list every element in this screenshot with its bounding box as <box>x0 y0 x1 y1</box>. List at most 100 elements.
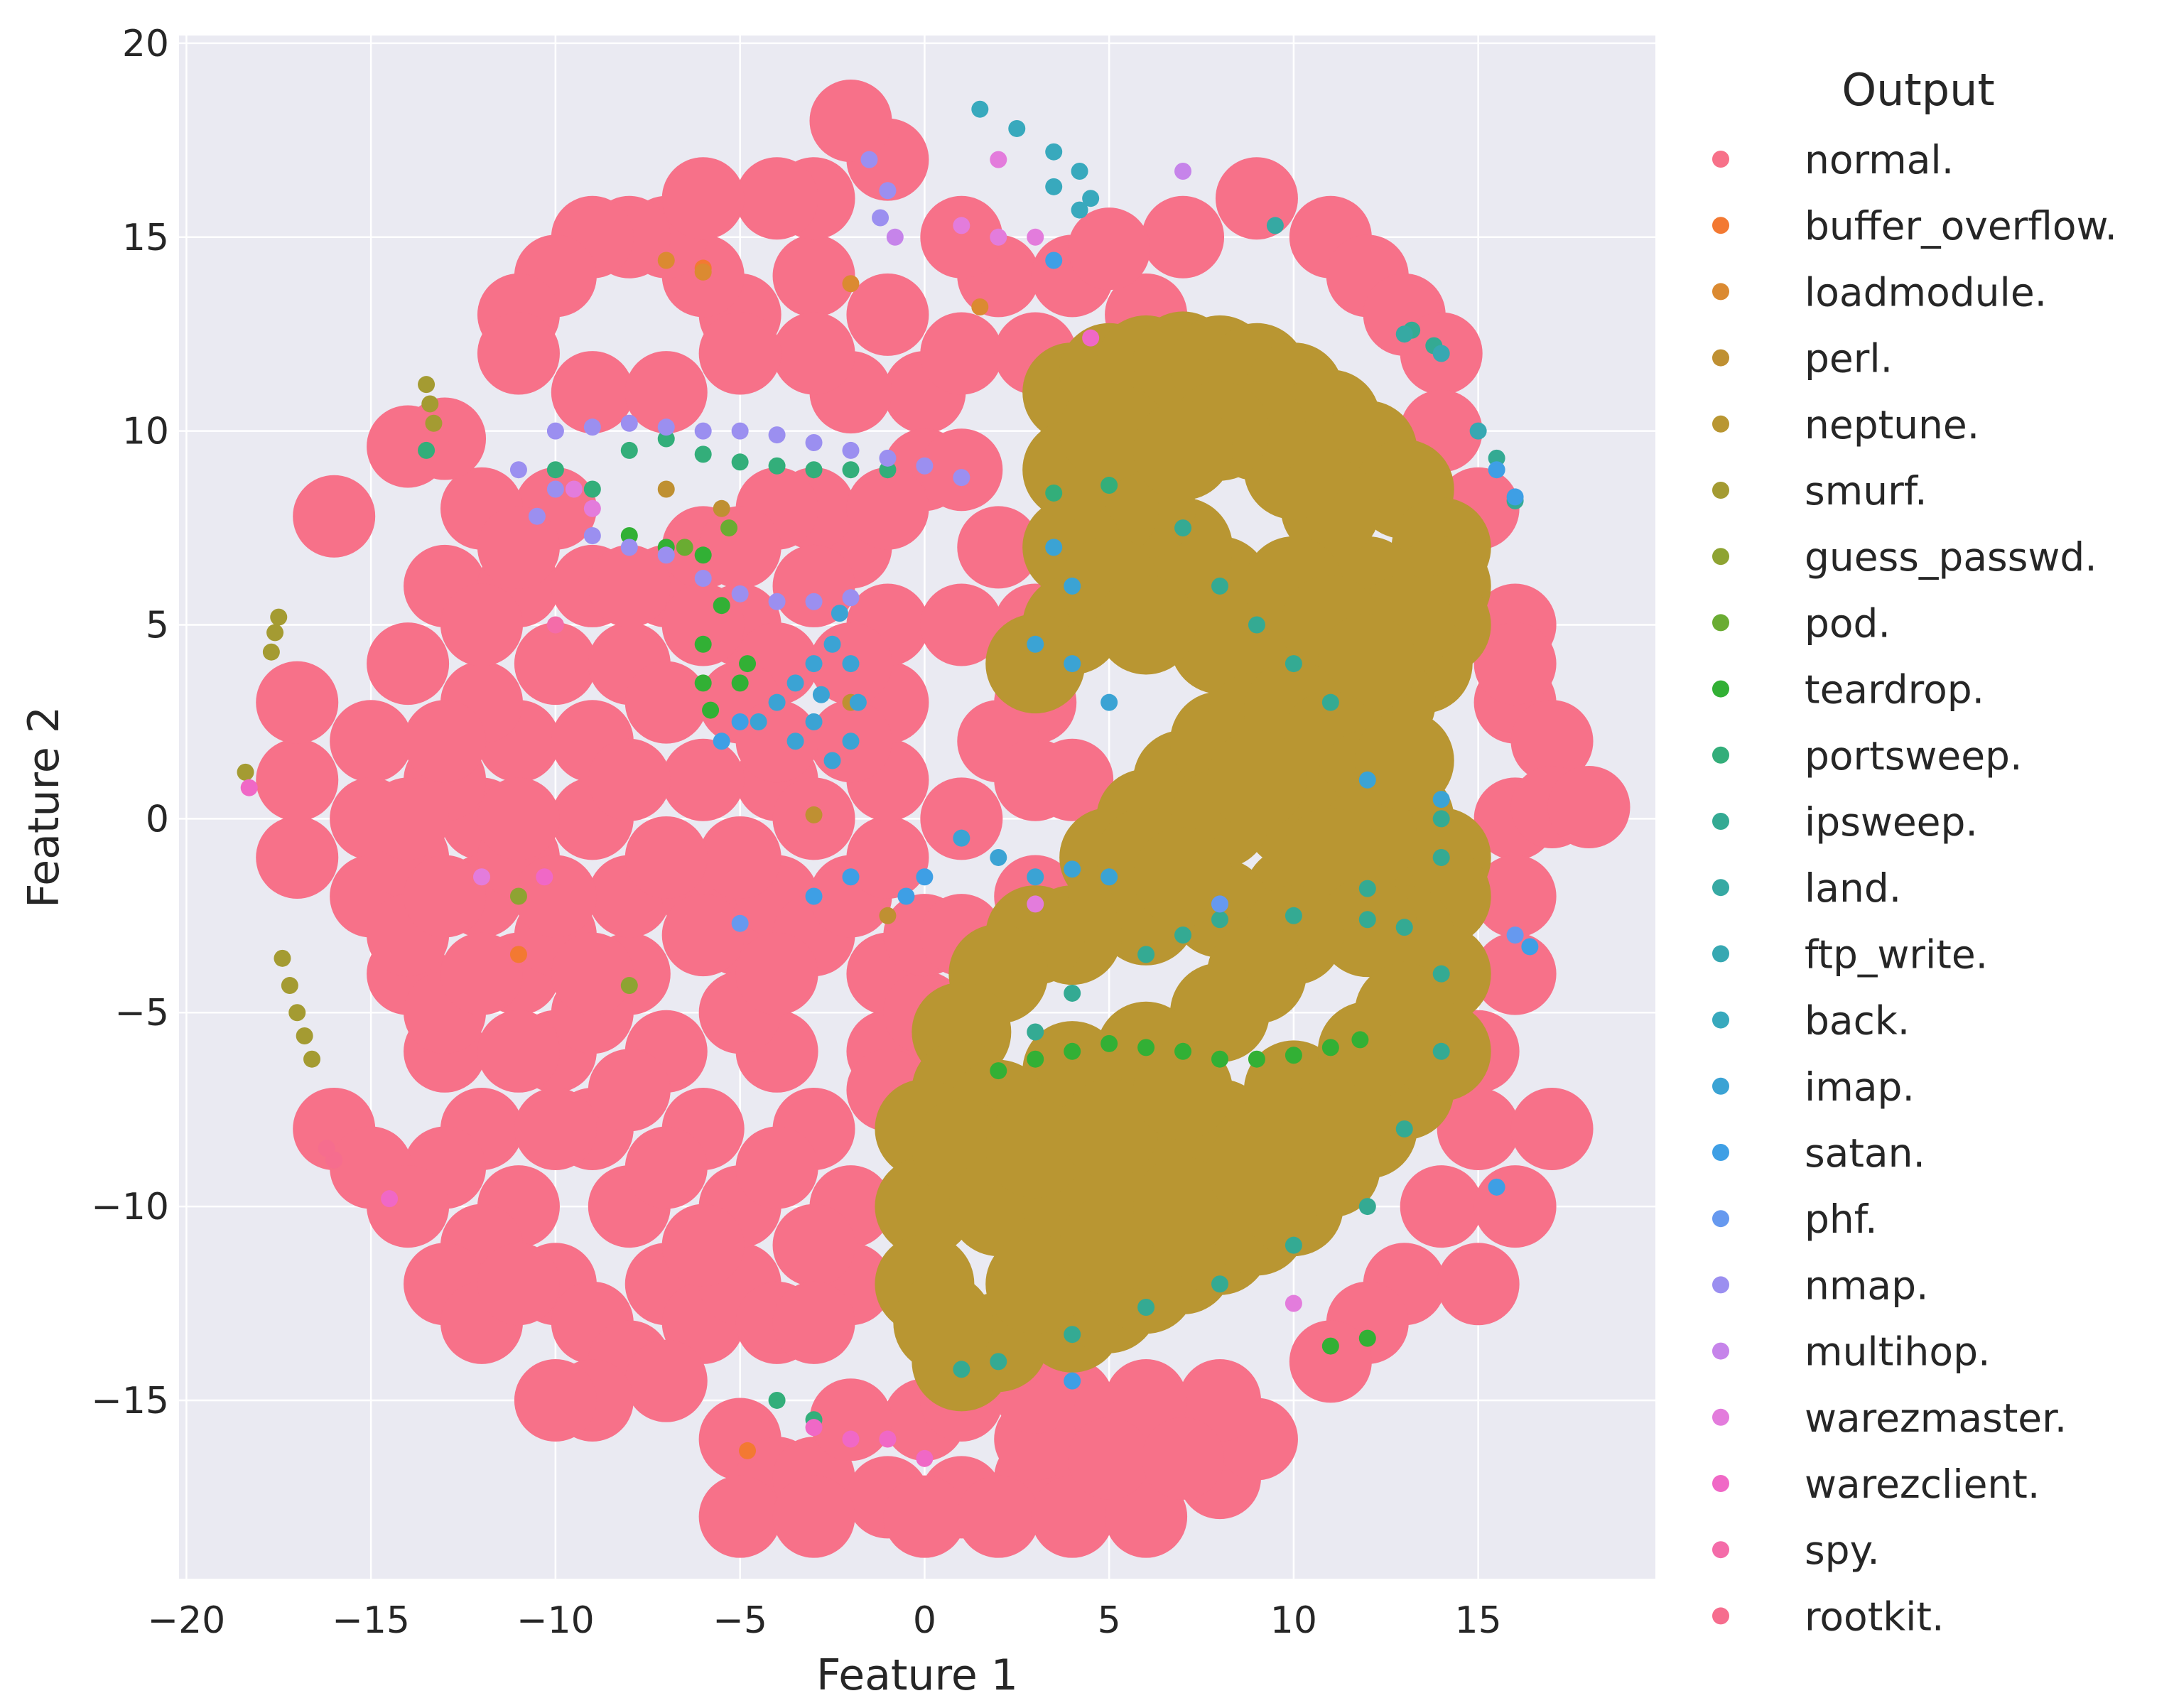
series-back <box>971 100 1100 219</box>
data-point <box>842 275 860 293</box>
data-point <box>1027 1023 1044 1041</box>
data-point <box>990 1353 1007 1371</box>
data-point <box>805 655 823 673</box>
data-point <box>1285 1236 1302 1254</box>
data-point <box>694 422 712 440</box>
data-point <box>1100 868 1118 886</box>
data-point <box>657 546 675 564</box>
data-point <box>842 733 860 750</box>
data-point <box>786 733 804 750</box>
data-point <box>842 589 860 607</box>
data-point <box>735 1126 818 1209</box>
data-point <box>698 506 782 589</box>
data-point <box>1285 1294 1302 1312</box>
data-point <box>842 868 860 886</box>
x-tick-label: −5 <box>713 1599 767 1642</box>
data-point <box>1174 926 1192 944</box>
data-point <box>1432 965 1450 983</box>
x-tick-label: −10 <box>517 1599 595 1642</box>
data-point <box>1510 700 1594 783</box>
data-point <box>694 635 712 653</box>
data-point <box>1521 938 1539 956</box>
data-point <box>1285 907 1302 924</box>
data-point <box>1211 911 1228 929</box>
data-point <box>879 182 897 200</box>
data-point <box>985 614 1086 714</box>
series-multihop <box>886 163 1192 246</box>
x-tick-label: −20 <box>148 1599 226 1642</box>
data-point <box>1045 484 1063 502</box>
data-point <box>440 583 523 666</box>
legend-label: land. <box>1805 865 1901 911</box>
data-point <box>1059 1195 1159 1295</box>
data-point <box>731 422 749 440</box>
data-point <box>1027 635 1044 653</box>
data-points <box>237 80 1630 1558</box>
legend-marker <box>1712 1144 1729 1161</box>
data-point <box>1358 911 1376 929</box>
y-tick-label: 5 <box>146 605 169 647</box>
legend-label: ftp_write. <box>1805 931 1988 977</box>
data-point <box>805 887 823 905</box>
data-point <box>1395 919 1413 936</box>
data-point <box>514 1358 597 1442</box>
data-point <box>879 907 897 924</box>
data-point <box>731 674 749 692</box>
data-point <box>768 593 786 610</box>
legend-title: Output <box>1842 64 1994 116</box>
data-point <box>1547 766 1630 848</box>
legend: Output normal. buffer_overflow. loadmodule… <box>1712 64 2117 1639</box>
data-point <box>546 461 564 479</box>
legend-marker <box>1712 1011 1729 1029</box>
data-point <box>720 519 738 537</box>
series-ftp-write <box>1432 345 1487 440</box>
legend-label: spy. <box>1805 1528 1880 1573</box>
data-point <box>698 816 782 899</box>
y-tick-label: 20 <box>122 23 169 65</box>
data-point <box>920 777 1003 860</box>
data-point <box>731 914 749 932</box>
data-point <box>1473 622 1557 706</box>
data-point <box>1133 827 1233 927</box>
data-point <box>953 217 970 234</box>
data-point <box>303 1050 321 1068</box>
data-point <box>546 422 564 440</box>
data-point <box>786 674 804 692</box>
data-point <box>1432 810 1450 828</box>
x-tick-label: 0 <box>913 1599 936 1642</box>
data-point <box>1008 119 1026 137</box>
data-point <box>772 234 855 318</box>
data-point <box>1142 195 1225 279</box>
data-point <box>620 539 638 556</box>
data-point <box>1215 157 1298 240</box>
data-point <box>990 848 1007 866</box>
data-point <box>831 605 848 622</box>
data-point <box>768 457 786 475</box>
data-point <box>731 453 749 471</box>
data-point <box>694 263 712 281</box>
data-point <box>1354 710 1454 811</box>
data-point <box>1395 325 1413 343</box>
data-point <box>1437 1243 1520 1326</box>
data-point <box>565 480 583 498</box>
series-warezclient <box>240 329 1100 1467</box>
legend-label: loadmodule. <box>1805 269 2047 315</box>
data-point <box>262 643 280 661</box>
data-point <box>1473 855 1557 938</box>
data-point <box>698 312 782 395</box>
data-point <box>957 1475 1040 1558</box>
data-point <box>588 544 671 627</box>
x-tick-label: 5 <box>1098 1599 1121 1642</box>
data-point <box>1133 1157 1233 1257</box>
data-point <box>1027 868 1044 886</box>
data-point <box>256 661 339 744</box>
data-point <box>624 816 708 899</box>
data-point <box>237 763 254 781</box>
data-point <box>1174 519 1192 537</box>
data-point <box>583 526 601 544</box>
data-point <box>971 100 989 118</box>
data-point <box>916 1449 934 1467</box>
data-point <box>1211 577 1228 595</box>
data-point <box>1488 461 1505 479</box>
legend-label: imap. <box>1805 1064 1915 1110</box>
